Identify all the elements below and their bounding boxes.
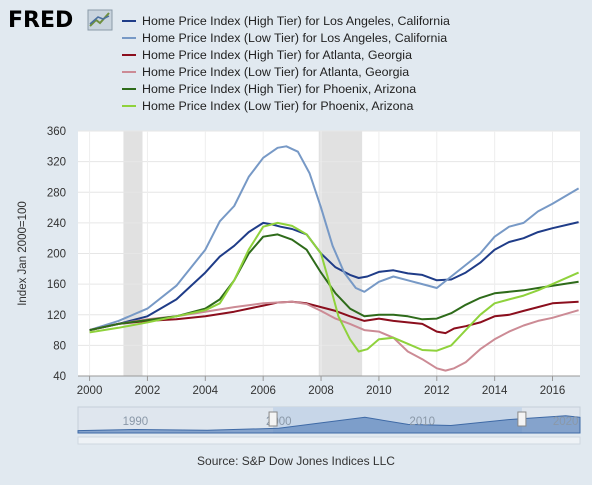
fred-logo: FRED	[8, 8, 113, 33]
legend-item[interactable]: Home Price Index (High Tier) for Phoenix…	[122, 80, 450, 97]
x-tick-label: 2004	[193, 385, 219, 397]
navigator-tick-label: 2020	[553, 416, 579, 428]
series-line	[89, 221, 580, 353]
y-tick-label: 80	[53, 340, 66, 352]
x-tick-label: 2016	[540, 385, 566, 397]
navigator-scrollbar	[77, 436, 581, 445]
navigator-tick-label: 1990	[123, 416, 149, 428]
navigator-tick-label: 2010	[409, 416, 435, 428]
x-tick-label: 2002	[135, 385, 161, 397]
series-line	[89, 300, 579, 335]
series-line	[89, 221, 579, 332]
legend-label: Home Price Index (High Tier) for Atlanta…	[142, 47, 412, 62]
x-tick-label: 2014	[482, 385, 508, 397]
y-tick-label: 240	[47, 218, 66, 230]
legend-item[interactable]: Home Price Index (Low Tier) for Los Ange…	[122, 29, 450, 46]
chart-line-icon	[87, 9, 113, 31]
chart-source: Source: S&P Dow Jones Indices LLC	[197, 454, 395, 468]
y-tick-label: 360	[47, 126, 66, 138]
y-tick-label: 320	[47, 157, 66, 169]
navigator-handle[interactable]	[517, 411, 527, 427]
fred-logo-text: FRED	[8, 8, 73, 33]
y-tick-label: 200	[47, 249, 66, 261]
legend-swatch	[122, 53, 136, 56]
legend-item[interactable]: Home Price Index (Low Tier) for Phoenix,…	[122, 97, 450, 114]
series-line	[89, 233, 579, 332]
legend-swatch	[122, 36, 136, 39]
series-line	[89, 300, 579, 372]
x-tick-label: 2000	[77, 385, 103, 397]
legend-swatch	[122, 87, 136, 90]
y-tick-label: 160	[47, 279, 66, 291]
legend: Home Price Index (High Tier) for Los Ang…	[122, 12, 450, 114]
legend-item[interactable]: Home Price Index (High Tier) for Atlanta…	[122, 46, 450, 63]
y-axis-label: Index Jan 2000=100	[17, 201, 29, 306]
legend-item[interactable]: Home Price Index (High Tier) for Los Ang…	[122, 12, 450, 29]
series-line	[89, 145, 580, 332]
x-tick-label: 2012	[424, 385, 450, 397]
line-chart: 40 80 120 160 200 240 280 320 360 2000 2002 2004 200…	[17, 126, 581, 445]
legend-swatch	[122, 104, 136, 107]
x-tick-label: 2010	[366, 385, 392, 397]
y-tick-label: 280	[47, 187, 66, 199]
legend-label: Home Price Index (Low Tier) for Atlanta,…	[142, 64, 410, 79]
navigator-handle[interactable]	[268, 411, 278, 427]
legend-label: Home Price Index (Low Tier) for Phoenix,…	[142, 98, 414, 113]
legend-label: Home Price Index (Low Tier) for Los Ange…	[142, 30, 448, 45]
legend-item[interactable]: Home Price Index (Low Tier) for Atlanta,…	[122, 63, 450, 80]
y-tick-label: 120	[47, 310, 66, 322]
legend-swatch	[122, 70, 136, 73]
legend-label: Home Price Index (High Tier) for Phoenix…	[142, 81, 417, 96]
legend-swatch	[122, 19, 136, 22]
x-tick-label: 2008	[308, 385, 334, 397]
x-tick-label: 2006	[250, 385, 276, 397]
y-tick-label: 40	[53, 371, 66, 383]
legend-label: Home Price Index (High Tier) for Los Ang…	[142, 13, 450, 28]
navigator-series-area	[77, 415, 581, 434]
